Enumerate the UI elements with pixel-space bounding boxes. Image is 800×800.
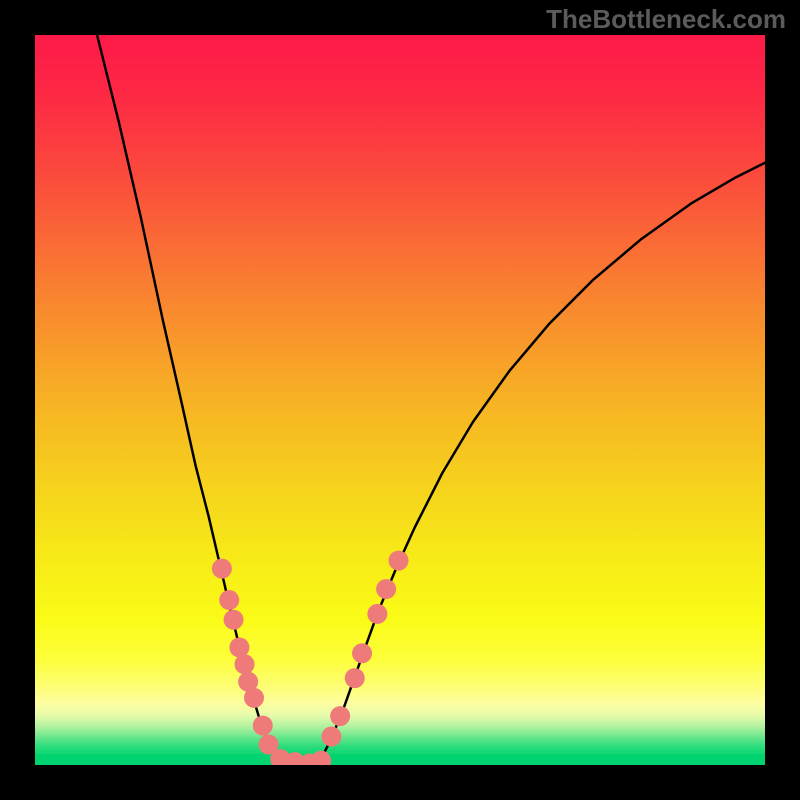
data-marker [376, 579, 396, 599]
data-marker [244, 688, 264, 708]
data-marker [352, 643, 372, 663]
data-marker [367, 604, 387, 624]
data-marker [235, 654, 255, 674]
data-marker [219, 590, 239, 610]
data-markers [35, 35, 765, 765]
figure-stage: TheBottleneck.com [0, 0, 800, 800]
data-marker [330, 706, 350, 726]
data-marker [345, 668, 365, 688]
data-marker [253, 716, 273, 736]
data-marker [224, 610, 244, 630]
watermark-text: TheBottleneck.com [546, 4, 786, 35]
data-marker [212, 559, 232, 579]
data-marker [321, 727, 341, 747]
data-marker [389, 551, 409, 571]
data-marker [311, 751, 331, 765]
plot-inner [35, 35, 765, 765]
